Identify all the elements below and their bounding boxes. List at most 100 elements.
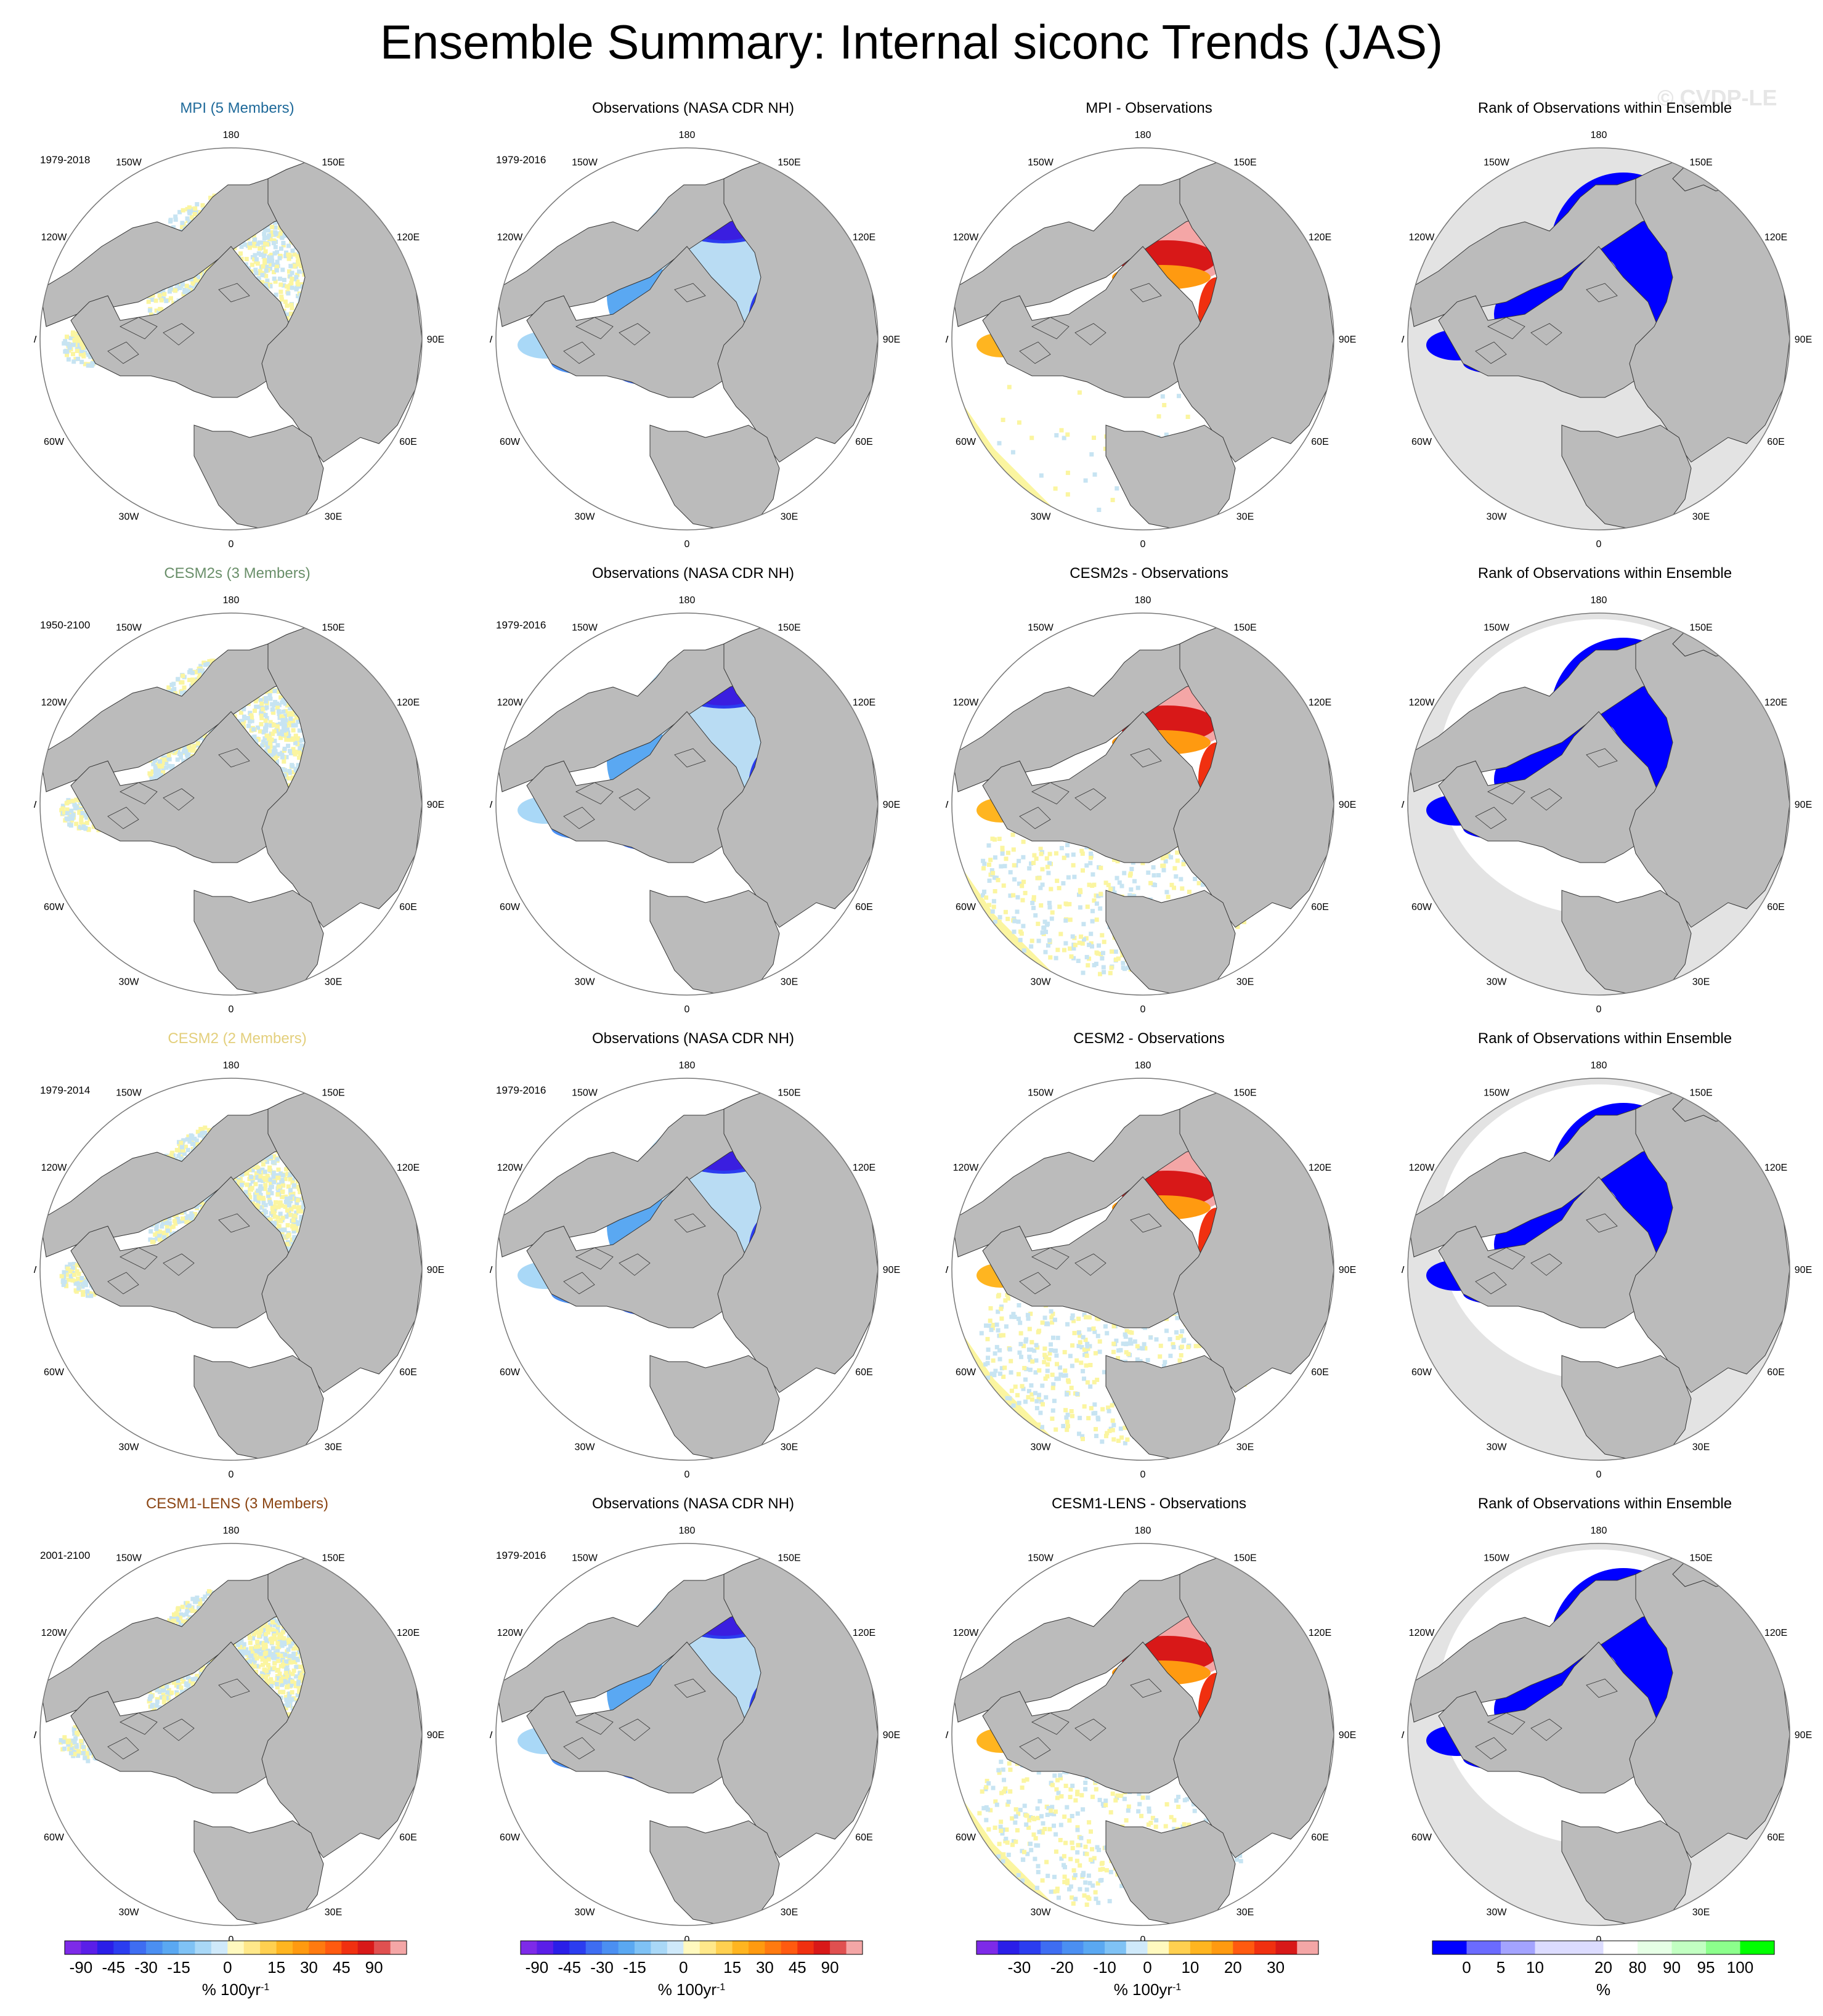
lon-label-60e: 60E	[399, 1832, 416, 1843]
lon-label-120w: 120W	[41, 232, 68, 243]
map-boundary	[39, 612, 423, 996]
map-panel-model-row4: CESM1-LENS (3 Members) 2001-2100 180 150E 12…	[34, 1491, 490, 1956]
colorbar-swatch	[227, 1941, 245, 1954]
lon-label-60e: 60E	[1767, 1367, 1784, 1378]
colorbar-swatch	[276, 1941, 293, 1954]
lon-label-30w: 30W	[1487, 1442, 1508, 1453]
colorbar-units: % 100yr-1	[658, 1980, 726, 1999]
colorbar-tick-label: 0	[223, 1958, 232, 1977]
lon-label-90w: 90W	[490, 335, 493, 345]
colorbar-tick-label: -20	[1050, 1958, 1074, 1977]
lon-label-120w: 120W	[953, 232, 980, 243]
lon-label-180: 180	[679, 1060, 696, 1071]
period-label: 2001-2100	[40, 1550, 90, 1561]
lon-label-60w: 60W	[44, 1367, 65, 1378]
lon-label-60w: 60W	[956, 437, 976, 447]
colorbar-swatch	[699, 1941, 717, 1954]
colorbar-swatch	[732, 1941, 749, 1954]
lon-label-120w: 120W	[953, 1628, 980, 1638]
lon-label-90e: 90E	[427, 800, 444, 810]
lon-label-150w: 150W	[116, 158, 142, 168]
colorbar-tick-label: 45	[333, 1958, 351, 1977]
colorbar-swatch	[129, 1941, 147, 1954]
lon-label-120e: 120E	[397, 697, 420, 708]
panel-title: Rank of Observations within Ensemble	[1478, 1030, 1732, 1047]
colorbar-swatch	[813, 1941, 830, 1954]
colorbar-units: %	[1596, 1980, 1610, 1999]
map-boundary	[951, 147, 1334, 530]
lon-label-30e: 30E	[1692, 977, 1710, 988]
lon-label-120w: 120W	[1409, 232, 1435, 243]
lon-label-150w: 150W	[572, 158, 598, 168]
lon-label-60w: 60W	[956, 1367, 976, 1378]
lon-label-30e: 30E	[1236, 977, 1254, 988]
colorbar-swatch	[1211, 1941, 1233, 1954]
lon-label-150w: 150W	[1484, 623, 1510, 633]
colorbar-swatch	[1297, 1941, 1319, 1954]
lon-label-0: 0	[229, 1935, 234, 1945]
colorbar-swatch	[1147, 1941, 1169, 1954]
lon-label-150e: 150E	[1233, 158, 1256, 168]
lon-label-30w: 30W	[1031, 977, 1052, 988]
colorbar-swatch	[293, 1941, 309, 1954]
colorbar-tick-label: 0	[1143, 1958, 1151, 1977]
colorbar-swatch	[1126, 1941, 1148, 1954]
map-boundary	[495, 147, 879, 530]
lon-label-60e: 60E	[1311, 1367, 1328, 1378]
lon-label-90e: 90E	[427, 1730, 444, 1741]
lon-label-60e: 60E	[855, 437, 872, 447]
colorbar-swatch	[341, 1941, 359, 1954]
map-panel-rank-row2: Rank of Observations within Ensemble 180 1…	[1402, 561, 1823, 1026]
lon-label-60e: 60E	[1767, 1832, 1784, 1843]
lon-label-90w: 90W	[1402, 1265, 1405, 1275]
lon-label-90e: 90E	[1795, 800, 1812, 810]
lon-label-0: 0	[1140, 1935, 1146, 1945]
lon-label-180: 180	[679, 595, 696, 606]
lon-label-0: 0	[684, 1935, 690, 1945]
lon-label-90e: 90E	[1339, 800, 1356, 810]
lon-label-60w: 60W	[956, 1832, 976, 1843]
colorbar-tick-label: -90	[526, 1958, 549, 1977]
lon-label-30e: 30E	[1236, 512, 1254, 522]
lon-label-90w: 90W	[34, 1730, 37, 1741]
colorbar-swatch	[830, 1941, 847, 1954]
lon-label-180: 180	[1135, 595, 1151, 606]
colorbar-tick-label: 10	[1526, 1958, 1544, 1977]
colorbar-swatch	[667, 1941, 684, 1954]
colorbar-swatch	[374, 1941, 391, 1954]
map-panel-rank-row4: Rank of Observations within Ensemble 180 1…	[1402, 1491, 1823, 1956]
map-boundary	[951, 1543, 1334, 1926]
lon-label-120e: 120E	[853, 232, 875, 243]
lon-label-30w: 30W	[1487, 512, 1508, 522]
period-label: 1979-2014	[40, 1084, 90, 1096]
colorbar-trend-obs: -90 -45 -30 -15 0 15 30 45 90 % 100yr-1	[518, 1929, 887, 2009]
lon-label-60e: 60E	[1311, 902, 1328, 912]
lon-label-150e: 150E	[322, 158, 344, 168]
colorbar-swatch	[325, 1941, 342, 1954]
map-panel-rank-row3: Rank of Observations within Ensemble 180 1…	[1402, 1026, 1823, 1491]
lon-label-150e: 150E	[1689, 1553, 1712, 1564]
colorbar-tick-label: 45	[789, 1958, 806, 1977]
map-boundary	[951, 1078, 1334, 1461]
lon-label-0: 0	[1140, 1469, 1146, 1480]
colorbar-swatch	[1083, 1941, 1105, 1954]
lon-label-30w: 30W	[119, 512, 140, 522]
lon-label-30w: 30W	[1031, 1442, 1052, 1453]
lon-label-30e: 30E	[781, 1908, 798, 1918]
colorbar-swatch	[1569, 1941, 1604, 1954]
lon-label-120w: 120W	[1409, 1628, 1435, 1638]
colorbar-swatch	[781, 1941, 798, 1954]
lon-label-120w: 120W	[497, 1163, 524, 1173]
colorbar-tick-label: 90	[1663, 1958, 1681, 1977]
lon-label-120e: 120E	[1309, 1628, 1331, 1638]
lon-label-180: 180	[223, 1526, 240, 1536]
lon-label-60e: 60E	[1311, 437, 1328, 447]
lon-label-90w: 90W	[946, 1265, 949, 1275]
colorbar-swatch	[1535, 1941, 1570, 1954]
map-boundary	[1407, 147, 1790, 530]
colorbar-tick-label: 30	[756, 1958, 774, 1977]
lon-label-0: 0	[684, 1004, 690, 1015]
colorbar-swatch	[1603, 1941, 1638, 1954]
lon-label-120w: 120W	[41, 1628, 68, 1638]
colorbar-swatch	[1105, 1941, 1127, 1954]
